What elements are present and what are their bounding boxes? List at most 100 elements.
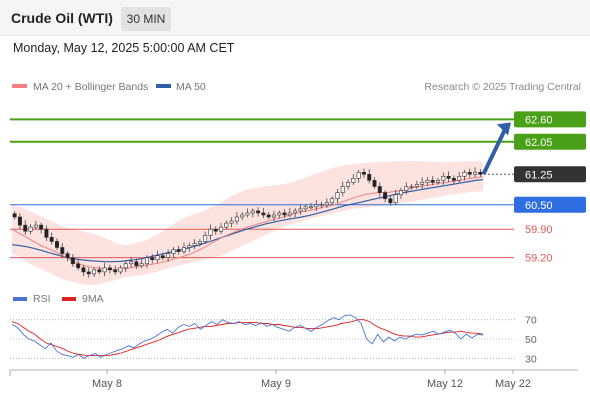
candle — [393, 189, 398, 206]
candle — [144, 255, 149, 269]
candle-body — [351, 178, 356, 183]
candle — [182, 242, 186, 255]
candle — [250, 208, 255, 218]
candle — [245, 208, 250, 218]
candle — [430, 176, 435, 186]
candle-body — [271, 214, 276, 218]
candle — [436, 177, 441, 185]
candle-body — [398, 190, 403, 195]
candle — [44, 225, 49, 241]
candle — [383, 190, 388, 203]
candle-body — [303, 206, 308, 210]
candle — [171, 247, 176, 258]
candle — [49, 232, 54, 245]
candle-body — [261, 212, 266, 216]
candle-body — [123, 263, 128, 269]
candle — [39, 222, 44, 234]
x-axis: May 8 May 9 May 12 May 22 — [9, 369, 578, 390]
candle-body — [309, 206, 313, 209]
candle — [54, 238, 59, 250]
candle — [293, 207, 298, 218]
candle-body — [425, 180, 430, 183]
candle — [298, 204, 303, 215]
candle — [150, 254, 155, 264]
candle-body — [150, 257, 155, 260]
rsi-tick-label-70: 70 — [525, 315, 537, 327]
rsi-9ma-legend-swatch — [62, 297, 76, 301]
rsi-legend-label: RSI — [33, 293, 51, 305]
candle — [335, 188, 340, 203]
candle-body — [298, 208, 303, 212]
candle-body — [144, 257, 149, 265]
candle — [361, 168, 366, 178]
candle-body — [107, 267, 112, 271]
x-tick-label: May 8 — [92, 378, 122, 390]
candle-body — [383, 192, 388, 200]
candle-body — [171, 249, 176, 254]
rsi-legend: RSI 9MA — [13, 293, 104, 305]
candle — [213, 226, 218, 235]
candle — [282, 209, 287, 219]
candle-body — [441, 176, 446, 181]
candle-body — [197, 241, 202, 244]
candle-body — [367, 174, 372, 181]
candle-body — [28, 226, 33, 232]
candle-body — [478, 171, 483, 175]
ma50-line — [11, 179, 484, 263]
candle — [129, 256, 134, 268]
candle — [92, 267, 97, 277]
candle — [346, 179, 351, 190]
candle-body — [314, 204, 319, 208]
candle-body — [213, 228, 218, 232]
candle-body — [129, 261, 134, 265]
candle — [271, 210, 276, 222]
candle-body — [102, 267, 107, 273]
header-bar: Crude Oil (WTI) 30 MIN — [0, 0, 590, 36]
candle-body — [356, 171, 361, 179]
level-badge-60.50 — [514, 196, 586, 213]
candle-body — [192, 243, 197, 246]
candle-body — [49, 237, 54, 242]
candle — [33, 220, 38, 230]
level-label-59.20: 59.20 — [525, 253, 553, 265]
candle-body — [462, 171, 467, 177]
candle — [113, 265, 118, 275]
candle-body — [17, 216, 22, 226]
candle-body — [457, 176, 462, 181]
candle — [118, 265, 123, 275]
candle-body — [409, 186, 414, 188]
candle — [139, 259, 144, 269]
candle-body — [23, 224, 28, 232]
candle-body — [208, 228, 213, 236]
candle-body — [97, 269, 102, 273]
candle — [351, 174, 356, 185]
rsi-series-rsi — [11, 314, 484, 359]
timeframe-badge[interactable]: 30 MIN — [121, 7, 171, 31]
candle — [367, 169, 372, 184]
level-badge-61.25 — [514, 166, 586, 183]
rsi-series-9ma — [11, 319, 484, 356]
candle-body — [219, 226, 224, 232]
candle-body — [86, 271, 91, 275]
candle — [377, 182, 382, 197]
candle — [420, 177, 425, 189]
candle-body — [224, 222, 229, 228]
candle-body — [39, 224, 44, 230]
candle-body — [266, 214, 271, 218]
candle — [398, 187, 403, 199]
candle — [203, 231, 208, 244]
candle-body — [467, 171, 472, 175]
candle-body — [335, 192, 340, 200]
candle — [409, 184, 414, 190]
ma20-legend-label: MA 20 + Bollinger Bands — [33, 81, 148, 93]
level-label-62.60: 62.60 — [525, 114, 553, 126]
candle — [208, 224, 213, 240]
candle — [340, 181, 345, 197]
level-label-60.50: 60.50 — [525, 200, 553, 212]
candle-body — [166, 253, 171, 258]
candle-body — [293, 210, 298, 214]
candle — [478, 169, 483, 177]
candle — [229, 217, 234, 228]
candle-body — [113, 269, 118, 273]
